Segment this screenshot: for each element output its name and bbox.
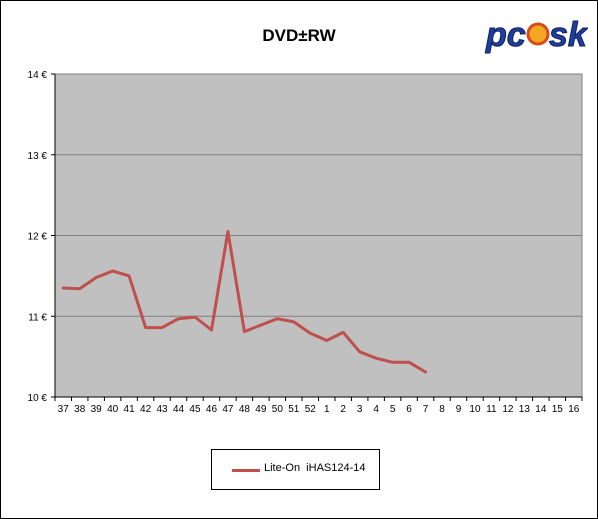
x-tick-label: 39 [91,404,103,415]
pcusk-logo: pc sk [485,16,589,55]
legend: Lite-On iHAS124-14 [211,449,380,490]
x-tick-label: 6 [406,404,412,415]
x-tick-label: 49 [255,404,267,415]
x-tick-label: 40 [107,404,119,415]
x-tick-label: 7 [423,404,429,415]
y-tick-label: 11 € [28,312,47,323]
x-tick-label: 45 [189,404,201,415]
y-tick-label: 12 € [28,232,48,243]
x-tick-label: 37 [58,404,70,415]
x-tick-label: 3 [357,404,363,415]
x-tick-label: 48 [239,404,251,415]
x-tick-label: 1 [324,404,330,415]
x-tick-label: 13 [519,404,531,415]
x-tick-label: 14 [535,404,547,415]
y-tick-label: 13 € [28,151,48,162]
x-tick-label: 44 [173,404,185,415]
x-tick-label: 51 [288,404,300,415]
flame-icon [526,22,550,46]
legend-label: Lite-On iHAS124-14 [264,462,366,474]
svg-text:sk: sk [549,16,588,54]
x-tick-label: 8 [439,404,445,415]
legend-swatch [232,469,260,472]
chart-title: DVD±RW [262,26,336,45]
y-tick-label: 14 € [28,70,48,81]
x-tick-label: 41 [124,404,136,415]
x-tick-label: 46 [206,404,218,415]
x-tick-label: 50 [272,404,284,415]
x-tick-label: 4 [373,404,379,415]
x-tick-label: 16 [568,404,580,415]
x-tick-label: 2 [340,404,346,415]
x-tick-label: 10 [469,404,481,415]
x-tick-label: 9 [456,404,462,415]
x-tick-label: 15 [552,404,564,415]
x-tick-label: 43 [156,404,168,415]
x-tick-label: 52 [305,404,317,415]
x-tick-label: 11 [486,404,497,415]
series-line [61,230,427,374]
x-tick-label: 47 [222,404,234,415]
x-tick-label: 42 [140,404,152,415]
svg-text:pc: pc [485,16,526,54]
x-tick-label: 5 [390,404,396,415]
x-tick-label: 38 [74,404,86,415]
y-tick-label: 10 € [28,393,48,404]
x-tick-label: 12 [502,404,514,415]
